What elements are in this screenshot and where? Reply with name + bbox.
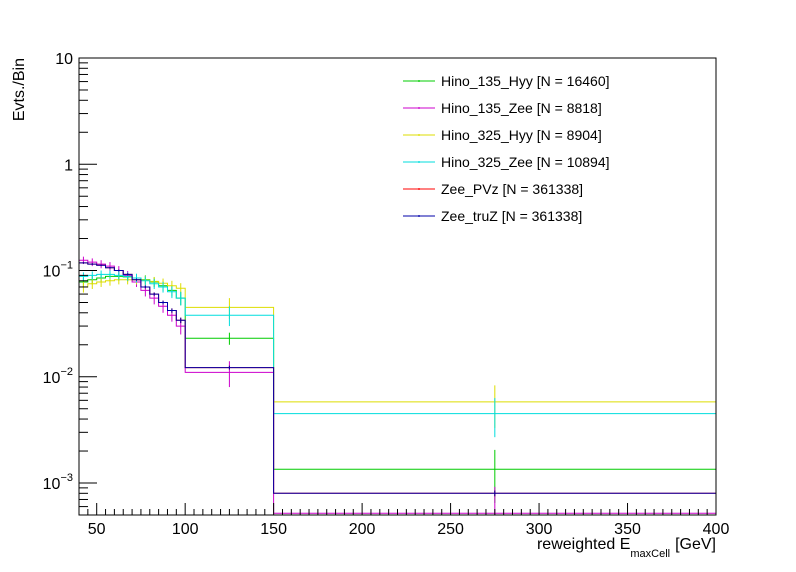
legend-item: Zee_PVz [N = 361338]: [403, 181, 583, 197]
x-axis-title-subscript: maxCell: [630, 548, 670, 560]
y-tick-label: 10: [55, 51, 73, 68]
legend: Hino_135_Hyy [N = 16460] Hino_135_Zee [N …: [403, 73, 610, 224]
legend-label: Hino_135_Zee [N = 8818]: [441, 100, 602, 116]
legend-label: Hino_325_Hyy [N = 8904]: [441, 127, 602, 143]
x-tick-label: 350: [614, 521, 641, 538]
legend-label: Zee_PVz [N = 361338]: [441, 181, 583, 197]
legend-item: Hino_135_Zee [N = 8818]: [403, 100, 602, 116]
series-5: [79, 262, 716, 497]
y-axis: 10 1 10−1 10−2 10−3: [43, 51, 97, 516]
x-tick-label: 150: [260, 521, 287, 538]
x-axis-title-unit: [GeV]: [675, 536, 716, 553]
y-axis-title: Evts./Bin: [11, 58, 28, 121]
x-tick-label: 200: [349, 521, 376, 538]
y-tick-label: 10−2: [43, 366, 73, 387]
legend-item: Hino_135_Hyy [N = 16460]: [403, 73, 610, 89]
x-tick-label: 250: [437, 521, 464, 538]
x-tick-label: 100: [172, 521, 199, 538]
series-layer: [79, 256, 716, 515]
legend-item: Zee_truZ [N = 361338]: [403, 208, 582, 224]
x-tick-label: 50: [88, 521, 106, 538]
legend-item: Hino_325_Zee [N = 10894]: [403, 154, 610, 170]
y-tick-label: 1: [64, 157, 73, 174]
x-tick-label: 300: [526, 521, 553, 538]
legend-label: Zee_truZ [N = 361338]: [441, 208, 582, 224]
x-axis-title-main: reweighted E: [537, 536, 630, 553]
x-axis-title: reweighted EmaxCell [GeV]: [537, 536, 716, 560]
y-tick-label: 10−3: [43, 472, 73, 493]
legend-item: Hino_325_Hyy [N = 8904]: [403, 127, 602, 143]
x-tick-label: 400: [703, 521, 730, 538]
x-axis: 50 100 150 200 250 300 350 400: [78, 503, 730, 538]
legend-label: Hino_135_Hyy [N = 16460]: [441, 73, 610, 89]
legend-label: Hino_325_Zee [N = 10894]: [441, 154, 610, 170]
y-tick-label: 10−1: [43, 260, 73, 281]
